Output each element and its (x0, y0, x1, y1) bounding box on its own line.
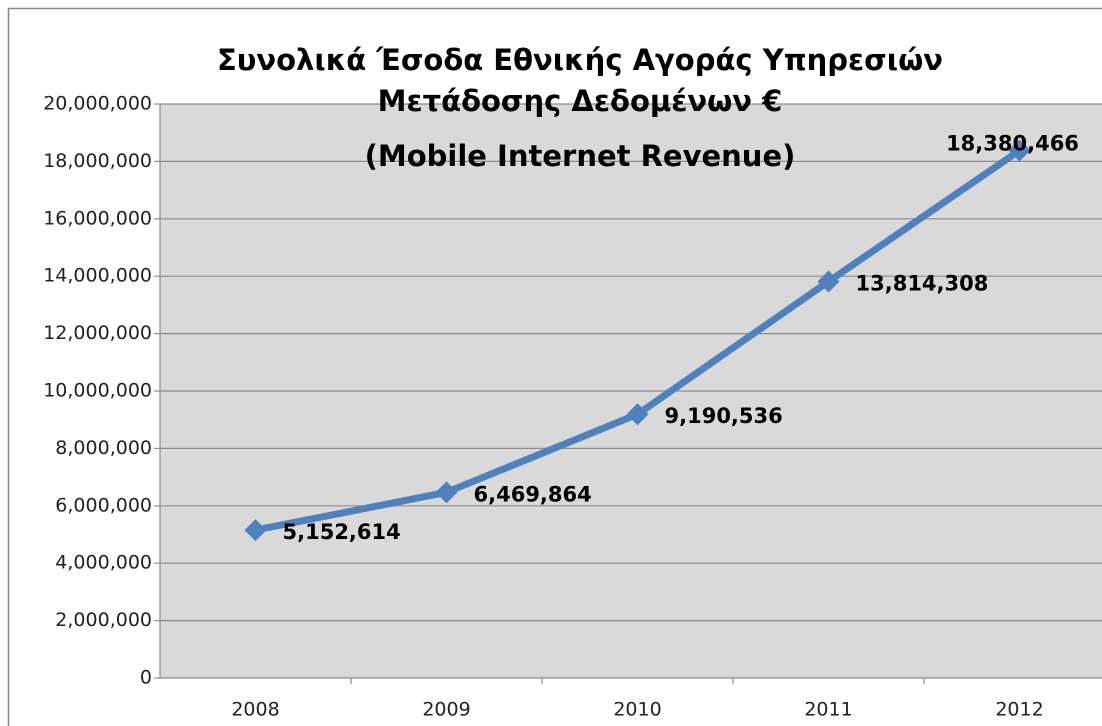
y-tick-label: 20,000,000 (43, 93, 152, 115)
y-tick-label: 10,000,000 (43, 380, 152, 402)
data-label: 9,190,536 (665, 404, 783, 428)
chart-title: Μετάδοσης Δεδομένων € (378, 84, 783, 118)
x-tick-label: 2011 (804, 699, 852, 721)
grid (154, 103, 1102, 684)
x-tick-label: 2009 (422, 699, 470, 721)
series (244, 139, 1031, 542)
y-tick-label: 4,000,000 (55, 552, 152, 574)
data-label: 18,380,466 (946, 131, 1079, 155)
y-tick-label: 0 (140, 667, 152, 689)
y-tick-label: 8,000,000 (55, 437, 152, 459)
y-tick-label: 6,000,000 (55, 494, 152, 516)
data-label: 5,152,614 (283, 520, 401, 544)
data-label: 13,814,308 (856, 272, 989, 296)
data-point (435, 481, 458, 504)
data-point (244, 519, 267, 542)
data-label: 6,469,864 (474, 482, 592, 506)
x-tick-label: 2008 (231, 699, 279, 721)
y-tick-label: 16,000,000 (43, 207, 152, 229)
data-point (626, 403, 649, 426)
chart-title: Συνολικά Έσοδα Εθνικής Αγοράς Υπηρεσιών (217, 43, 943, 77)
y-tick-label: 18,000,000 (43, 150, 152, 172)
chart-title: (Mobile Internet Revenue) (365, 139, 796, 173)
y-tick-label: 14,000,000 (43, 265, 152, 287)
data-point (817, 270, 840, 293)
labels: 0 2,000,000 4,000,000 6,000,000 8,000,000 10,… (43, 43, 1079, 721)
x-tick-label: 2010 (613, 699, 661, 721)
x-tick-label: 2012 (995, 699, 1043, 721)
y-tick-label: 12,000,000 (43, 322, 152, 344)
y-tick-label: 2,000,000 (55, 609, 152, 631)
data-point (1008, 139, 1031, 162)
